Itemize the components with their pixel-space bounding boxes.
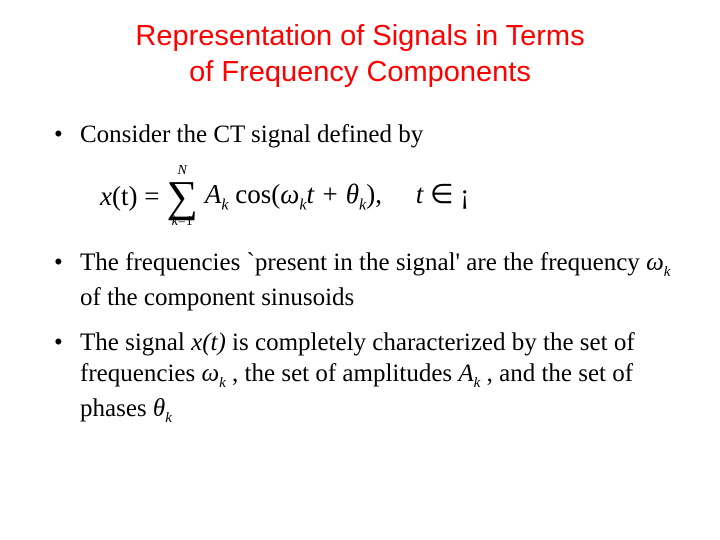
bullet-3-omega-sub: k xyxy=(219,375,226,391)
formula-block: x(t) = N ∑ k=1 Ak cos(ωkt + θk), t ∈ ¡ xyxy=(100,164,680,229)
formula-tail-in: ∈ ¡ xyxy=(423,179,469,209)
bullet-2: The frequencies `present in the signal' … xyxy=(40,247,680,313)
bullet-2a: The frequencies `present in the signal' … xyxy=(80,249,646,276)
formula-cos: cos( xyxy=(229,179,281,209)
bullet-3-A: A xyxy=(458,360,473,387)
sigma-icon: ∑ xyxy=(166,178,197,215)
formula-eq: = xyxy=(137,181,159,211)
sum-lower: k=1 xyxy=(172,215,193,229)
formula-x: x xyxy=(100,181,112,211)
formula-omega: ω xyxy=(280,179,299,209)
formula-omega-sub: k xyxy=(299,195,306,213)
title-line-1: Representation of Signals in Terms xyxy=(135,20,584,52)
formula-theta: θ xyxy=(346,179,359,209)
bullet-2-omega-sub: k xyxy=(664,264,671,280)
bullet-3-omega: ω xyxy=(201,360,219,387)
formula: x(t) = N ∑ k=1 Ak cos(ωkt + θk), t ∈ ¡ xyxy=(100,164,469,229)
formula-body: Ak cos(ωkt + θk), t ∈ ¡ xyxy=(205,181,469,213)
bullet-3: The signal x(t) is completely characteri… xyxy=(40,327,680,428)
bullet-1-text: Consider the CT signal defined by xyxy=(80,121,423,148)
bullet-3a: The signal xyxy=(80,329,191,356)
bullet-3-xoft: x(t) xyxy=(191,329,226,356)
bullet-2-omega: ω xyxy=(646,249,664,276)
bullet-3-theta-sub: k xyxy=(165,410,172,426)
bullet-list: Consider the CT signal defined by xyxy=(40,119,680,150)
summation: N ∑ k=1 xyxy=(166,164,197,229)
slide-title: Representation of Signals in Terms of Fr… xyxy=(40,18,680,91)
formula-close: ), xyxy=(366,179,382,209)
bullet-3-theta: θ xyxy=(153,395,165,422)
formula-tplus: t + xyxy=(307,179,346,209)
bullet-list-2: The frequencies `present in the signal' … xyxy=(40,247,680,428)
bullet-3c: , the set of amplitudes xyxy=(226,360,459,387)
formula-A-sub: k xyxy=(221,195,228,213)
bullet-2b: of the component sinusoids xyxy=(80,284,354,311)
formula-A: A xyxy=(205,179,222,209)
formula-arg: (t) xyxy=(112,181,137,211)
bullet-1: Consider the CT signal defined by xyxy=(40,119,680,150)
sum-lower-eq: =1 xyxy=(178,214,193,229)
slide: Representation of Signals in Terms of Fr… xyxy=(0,0,720,540)
title-line-2: of Frequency Components xyxy=(189,56,531,88)
